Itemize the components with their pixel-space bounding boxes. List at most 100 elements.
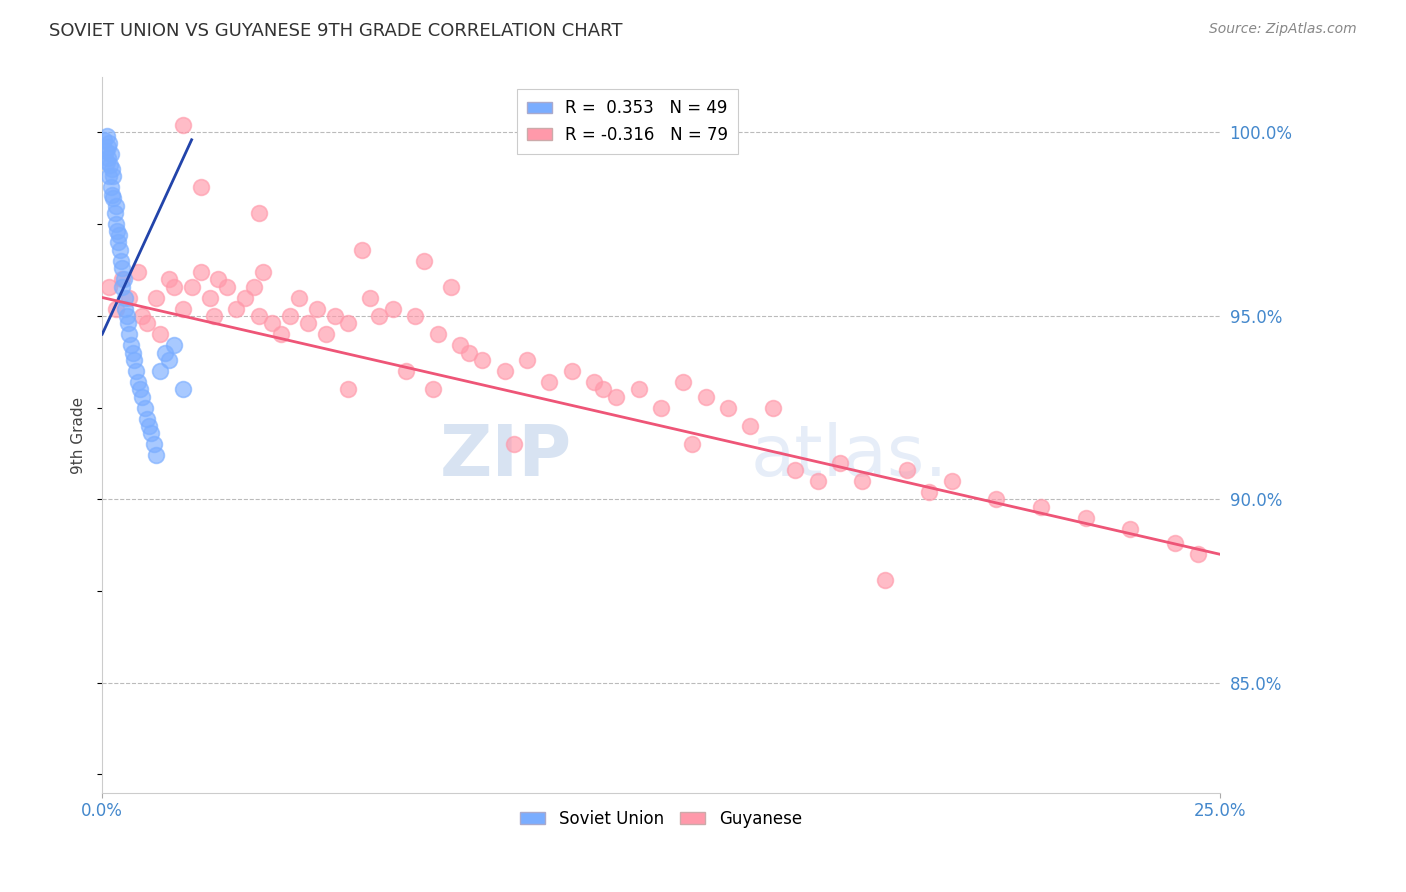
Point [762,401,785,415]
Point [97,151,120,165]
Point [96,154,118,169]
Point [117,316,139,330]
Point [104,301,127,316]
Point [440,279,463,293]
Point [449,338,471,352]
Point [96,129,118,144]
Point [94,144,117,158]
Point [381,301,404,316]
Point [502,437,524,451]
Point [672,375,695,389]
Y-axis label: 9th Grade: 9th Grade [72,396,86,474]
Text: ZIP: ZIP [439,422,572,491]
Point [561,364,583,378]
Point [97,169,120,184]
Point [986,492,1008,507]
Point [395,364,418,378]
Point [404,309,426,323]
Point [422,382,444,396]
Point [323,309,346,323]
Point [426,327,449,342]
Point [740,418,762,433]
Point [100,180,122,194]
Point [207,272,229,286]
Legend: Soviet Union, Guyanese: Soviet Union, Guyanese [513,803,808,834]
Point [873,573,896,587]
Point [582,375,605,389]
Point [118,291,141,305]
Point [605,390,627,404]
Point [157,272,180,286]
Point [359,291,381,305]
Point [105,225,128,239]
Point [118,327,141,342]
Point [111,279,134,293]
Point [135,316,157,330]
Point [114,291,136,305]
Point [125,364,148,378]
Point [350,243,373,257]
Point [172,118,194,132]
Point [110,253,132,268]
Point [121,345,143,359]
Point [111,272,134,286]
Point [97,136,120,151]
Point [190,265,212,279]
Point [288,291,311,305]
Point [247,206,270,220]
Point [297,316,319,330]
Point [141,426,163,441]
Point [252,265,274,279]
Point [217,279,239,293]
Point [681,437,703,451]
Point [243,279,266,293]
Text: atlas.: atlas. [751,422,948,491]
Point [941,474,963,488]
Point [163,338,186,352]
Point [592,382,614,396]
Point [1164,536,1187,550]
Point [108,228,131,243]
Point [145,291,167,305]
Point [108,243,131,257]
Point [134,401,156,415]
Point [225,301,247,316]
Point [247,309,270,323]
Point [98,159,121,173]
Point [103,169,125,184]
Point [270,327,292,342]
Point [337,316,360,330]
Point [129,382,152,396]
Point [1119,522,1142,536]
Point [120,338,142,352]
Text: SOVIET UNION VS GUYANESE 9TH GRADE CORRELATION CHART: SOVIET UNION VS GUYANESE 9TH GRADE CORRE… [49,22,623,40]
Point [305,301,328,316]
Point [494,364,516,378]
Point [172,301,194,316]
Point [93,133,115,147]
Point [97,279,120,293]
Point [516,352,538,367]
Point [157,352,180,367]
Point [163,279,186,293]
Point [180,279,202,293]
Point [103,192,125,206]
Point [278,309,301,323]
Point [149,327,172,342]
Point [131,309,153,323]
Point [97,140,120,154]
Point [100,147,122,161]
Point [145,448,167,462]
Point [262,316,284,330]
Point [124,352,146,367]
Point [1187,547,1209,561]
Point [149,364,172,378]
Point [135,411,157,425]
Point [785,463,807,477]
Point [851,474,873,488]
Point [101,187,124,202]
Point [538,375,561,389]
Text: Source: ZipAtlas.com: Source: ZipAtlas.com [1209,22,1357,37]
Point [233,291,256,305]
Point [806,474,828,488]
